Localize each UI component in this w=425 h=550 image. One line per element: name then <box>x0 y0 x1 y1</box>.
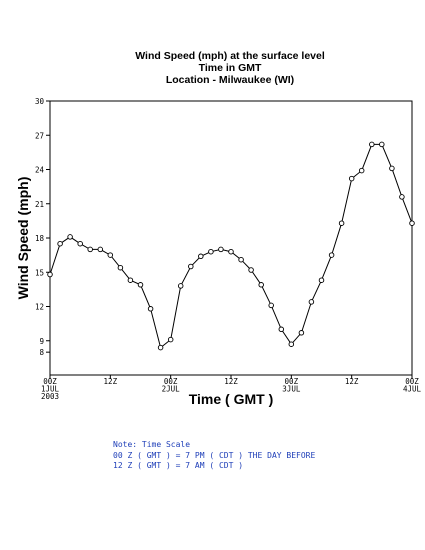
y-axis-label: Wind Speed (mph) <box>15 177 31 300</box>
data-point <box>389 165 395 172</box>
data-point <box>157 344 164 351</box>
data-point <box>188 263 194 270</box>
data-point <box>318 277 325 283</box>
data-point <box>248 267 254 273</box>
data-point <box>358 167 365 174</box>
data-point <box>127 277 134 283</box>
y-tick-label: 24 <box>35 166 45 175</box>
time-scale-note: Note: Time Scale 00 Z ( GMT ) = 7 PM ( CD… <box>113 440 315 472</box>
x-tick-label: 12Z <box>104 377 118 386</box>
data-point <box>77 240 83 247</box>
data-point <box>177 283 184 289</box>
y-tick-label: 18 <box>35 234 45 243</box>
data-points <box>47 141 415 351</box>
x-tick-label: 12Z <box>224 377 238 386</box>
data-point <box>268 302 274 309</box>
data-point <box>298 330 305 336</box>
data-point <box>147 306 154 312</box>
chart-subtitle-time: Time in GMT <box>198 62 262 74</box>
data-point <box>47 271 53 278</box>
x-tick-label: 3JUL <box>282 385 301 394</box>
x-tick-label: 12Z <box>345 377 359 386</box>
x-tick-label: 2003 <box>41 392 59 401</box>
data-point <box>328 252 335 258</box>
data-point <box>308 299 315 305</box>
data-point <box>137 282 144 288</box>
chart-subtitle-location: Location - Milwaukee (WI) <box>165 74 295 86</box>
y-tick-label: 9 <box>39 337 44 346</box>
y-tick-label: 21 <box>35 200 44 209</box>
chart-title: Wind Speed (mph) at the surface level <box>135 50 325 62</box>
x-tick-label: 4JUL <box>403 385 422 394</box>
chart-title-block: Wind Speed (mph) at the surface level Ti… <box>0 50 425 86</box>
data-point <box>338 220 345 226</box>
data-point <box>258 282 264 288</box>
note-line: 00 Z ( GMT ) = 7 PM ( CDT ) THE DAY BEFO… <box>113 450 316 460</box>
x-tick-label: 00Z <box>405 377 419 386</box>
data-point <box>228 248 234 255</box>
note-line: 12 Z ( GMT ) = 7 AM ( CDT ) <box>113 461 244 470</box>
data-point <box>369 141 375 148</box>
y-tick-label: 27 <box>35 131 44 140</box>
data-point <box>238 256 244 263</box>
x-tick-label: 1JUL <box>41 385 60 394</box>
x-tick-label: 00Z <box>285 377 299 386</box>
y-tick-label: 12 <box>35 303 44 312</box>
data-point <box>67 234 73 240</box>
y-tick-label: 30 <box>35 97 45 106</box>
data-point <box>278 326 285 333</box>
data-point <box>208 248 214 255</box>
x-axis-label: Time ( GMT ) <box>189 391 274 407</box>
y-tick-label: 15 <box>35 268 44 277</box>
data-point <box>107 252 114 258</box>
data-point <box>97 246 104 253</box>
plot-frame <box>49 100 413 376</box>
data-point <box>198 253 204 260</box>
x-tick-label: 00Z <box>43 377 57 386</box>
y-axis-ticks: 8 9 12 15 18 21 24 27 30 <box>35 97 50 357</box>
data-point <box>409 220 415 226</box>
data-point <box>167 336 174 343</box>
data-point <box>87 246 93 253</box>
y-tick-label: 8 <box>39 348 44 357</box>
x-tick-label: 00Z <box>164 377 178 386</box>
note-line: Note: Time Scale <box>113 440 191 449</box>
data-point <box>218 246 224 253</box>
x-tick-label: 2JUL <box>162 385 181 394</box>
data-point <box>288 341 295 347</box>
data-point <box>379 141 385 148</box>
data-point <box>399 194 405 200</box>
data-point <box>348 175 355 182</box>
data-point <box>117 264 124 271</box>
data-point <box>57 240 63 247</box>
series-line <box>49 143 413 349</box>
